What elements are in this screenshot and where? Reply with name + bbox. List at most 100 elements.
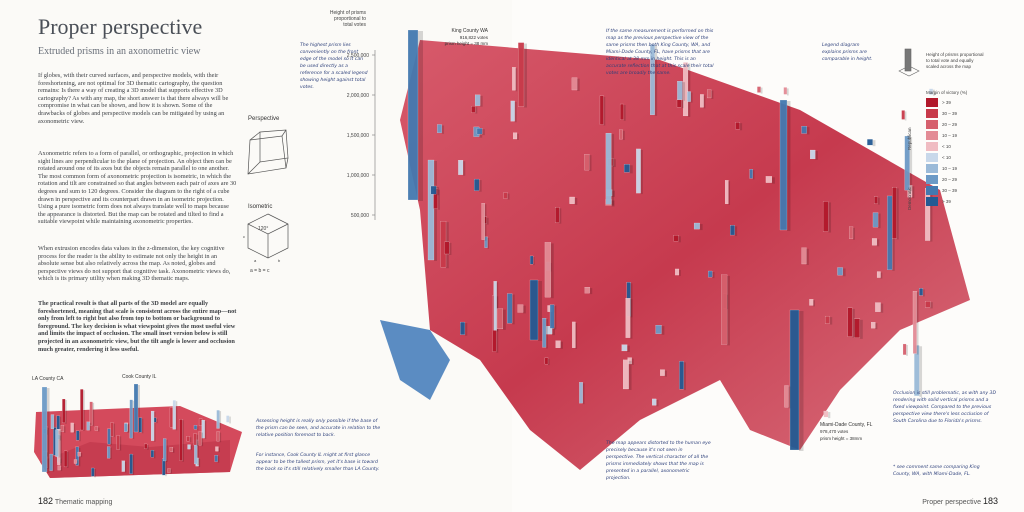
prism	[86, 421, 90, 431]
prism-side	[229, 416, 231, 424]
prism-side	[204, 421, 207, 440]
label: a	[254, 258, 257, 263]
prism-side	[59, 435, 62, 441]
prism-side	[799, 311, 804, 451]
label: c	[243, 234, 245, 239]
prism	[529, 279, 539, 341]
prism	[41, 386, 48, 473]
legend-swatch	[926, 131, 938, 140]
prism-side	[154, 412, 156, 442]
prism-side	[828, 412, 831, 419]
prism	[163, 438, 167, 462]
prism-side	[640, 149, 643, 195]
prism-side	[153, 451, 156, 459]
prism	[121, 460, 125, 472]
tick-label: 1,000,000	[347, 173, 369, 179]
prism	[783, 87, 788, 95]
alaska	[380, 320, 450, 400]
prism	[460, 321, 466, 335]
paragraph: The practical result is that all parts o…	[38, 300, 237, 353]
prism	[810, 149, 816, 160]
prism	[708, 270, 713, 278]
legend: > 39 30 – 39 20 – 29 10 – 19 < 10 < 10 10 – 19…	[926, 98, 996, 218]
prism-side	[434, 161, 437, 261]
prism	[721, 274, 728, 345]
perspective-cube	[247, 129, 289, 175]
prism	[162, 458, 166, 476]
legend-row: > 39	[926, 197, 996, 207]
prism-side	[687, 63, 691, 117]
prism-side	[904, 111, 907, 121]
prism	[94, 426, 99, 431]
prism	[193, 433, 197, 446]
prism-side	[630, 299, 633, 339]
prism-side	[661, 326, 665, 335]
prism	[80, 389, 84, 431]
legend-diagram	[898, 48, 920, 77]
prism-side	[113, 423, 116, 438]
inset-map: LA County CA Cook County IL	[32, 374, 242, 478]
prism	[887, 195, 893, 270]
prism-side	[853, 227, 855, 240]
prism-side	[59, 416, 62, 459]
prism-side	[515, 68, 518, 92]
la-label: LA County CA	[32, 376, 64, 382]
legend-row: > 39	[926, 98, 996, 108]
prism-side	[514, 101, 517, 123]
prism-side	[65, 399, 67, 424]
prism	[675, 268, 680, 276]
legend-row: < 10	[926, 153, 996, 163]
prism	[571, 77, 578, 91]
prism	[186, 436, 190, 442]
prism-side	[79, 431, 81, 442]
prism	[216, 410, 220, 429]
prism-side	[198, 458, 201, 468]
prism-side	[875, 323, 878, 330]
prism	[169, 407, 174, 428]
scale-title-line: Height of prisms	[330, 10, 367, 16]
label: Perspective	[248, 116, 280, 122]
prism	[474, 178, 480, 191]
prism-side	[437, 189, 440, 210]
prism-side	[436, 187, 440, 196]
label: prism height = 38mm	[820, 436, 862, 441]
prism	[892, 187, 897, 239]
prism	[925, 301, 931, 308]
prism-side	[502, 309, 506, 330]
prism-side	[712, 272, 715, 279]
prism-side	[147, 444, 149, 450]
us-land	[400, 40, 970, 470]
prism-side	[912, 186, 915, 199]
prism	[876, 271, 881, 278]
prism	[875, 302, 881, 312]
prism-side	[78, 447, 81, 467]
prism	[503, 192, 508, 199]
label: Isometric	[248, 204, 272, 210]
prism	[507, 293, 513, 324]
prism	[847, 307, 853, 337]
prism-side	[612, 190, 615, 197]
prism	[476, 128, 483, 135]
label: 916,822 votes	[460, 35, 489, 40]
page-number: 182	[38, 496, 54, 506]
prism	[50, 414, 55, 429]
note: The map appears distorted to the human e…	[606, 441, 711, 481]
prism-side	[786, 88, 789, 96]
legend-label: 10 – 19	[942, 166, 958, 171]
prism	[822, 201, 829, 232]
prism-side	[538, 281, 542, 341]
prism	[650, 44, 655, 115]
prism	[510, 100, 515, 122]
prism	[116, 435, 120, 450]
label: 120°	[258, 226, 268, 232]
cube-diagram: Perspective Isometric 120° a b c a = b =…	[243, 116, 289, 274]
prism-side	[89, 422, 92, 432]
prism-side	[60, 458, 62, 464]
prism-side	[683, 362, 686, 391]
prism-side	[560, 341, 563, 349]
scale-title-line: proportional to	[334, 16, 366, 22]
prism	[636, 148, 641, 194]
prism	[215, 446, 219, 452]
prism-side	[127, 424, 129, 433]
isometric-cube	[247, 213, 289, 259]
